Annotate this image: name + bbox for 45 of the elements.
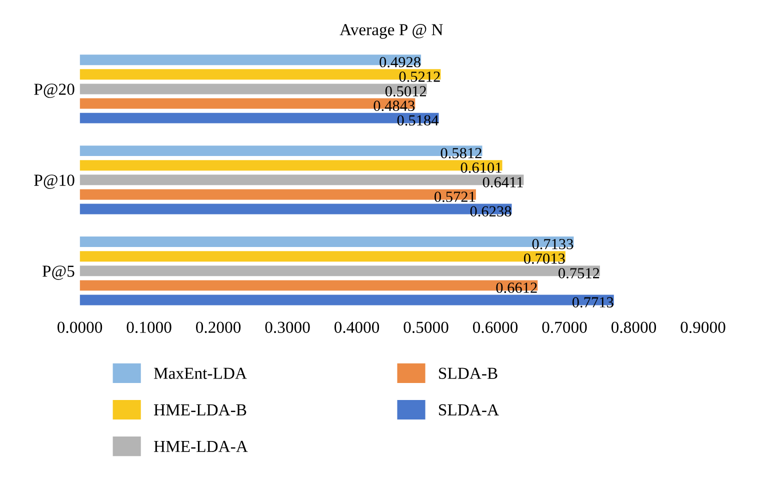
bar xyxy=(80,160,502,171)
bar xyxy=(80,266,600,276)
x-tick-label: 0.0000 xyxy=(58,322,102,334)
data-label: 0.5812 xyxy=(440,148,482,158)
data-label: 0.7713 xyxy=(572,297,614,308)
bar xyxy=(80,294,614,306)
data-label: 0.6411 xyxy=(482,177,523,188)
x-tick-label: 0.7000 xyxy=(542,322,587,334)
x-tick-label: 0.6000 xyxy=(472,322,518,334)
x-tick-label: 0.9000 xyxy=(680,322,726,334)
data-label: 0.5184 xyxy=(397,115,439,126)
legend-label: SLDA-A xyxy=(439,404,499,416)
legend-label: HME-LDA-A xyxy=(154,440,248,452)
bar xyxy=(80,189,476,200)
x-tick-label: 0.5000 xyxy=(404,322,448,334)
bar xyxy=(80,98,416,109)
bar xyxy=(80,146,482,156)
x-tick-label: 0.8000 xyxy=(611,322,656,334)
x-tick-label: 0.1000 xyxy=(126,322,172,334)
data-label: 0.6238 xyxy=(470,206,512,217)
data-label: 0.4843 xyxy=(374,100,415,112)
data-label: 0.7133 xyxy=(532,238,574,250)
bar xyxy=(80,204,512,214)
x-tick-label: 0.2000 xyxy=(196,322,241,334)
data-label: 0.5012 xyxy=(385,86,426,96)
y-tick-label: P@20 xyxy=(34,84,74,98)
x-tick-label: 0.3000 xyxy=(265,322,310,334)
legend-label: SLDA-B xyxy=(439,368,498,379)
y-tick-label: P@5 xyxy=(42,266,74,280)
legend-label: MaxEnt-LDA xyxy=(154,368,247,379)
legend-label: HME-LDA-B xyxy=(154,404,246,416)
bar xyxy=(80,84,427,94)
data-label: 0.4928 xyxy=(380,56,420,68)
bar xyxy=(80,236,574,248)
bar xyxy=(80,54,422,66)
bar xyxy=(80,280,538,291)
y-tick-label: P@10 xyxy=(34,174,74,189)
data-label: 0.7013 xyxy=(524,253,565,264)
bar xyxy=(80,251,566,262)
data-label: 0.7512 xyxy=(558,268,600,278)
data-label: 0.5721 xyxy=(434,192,476,202)
bar xyxy=(80,174,524,186)
x-tick-label: 0.4000 xyxy=(334,322,380,334)
chart-title: Average P @ N xyxy=(340,24,443,39)
bar xyxy=(80,69,441,80)
